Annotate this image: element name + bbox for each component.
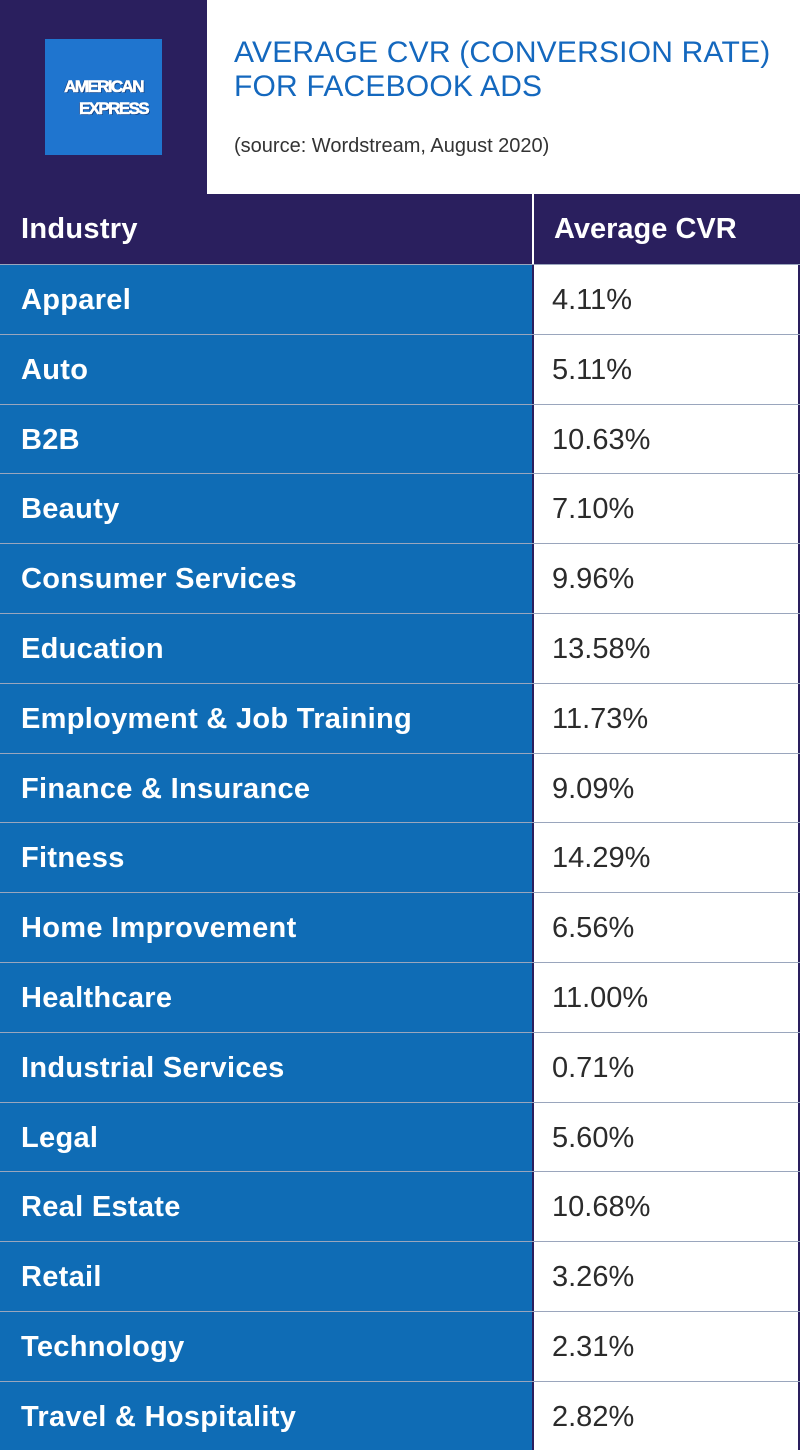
cvr-value: 11.73%	[552, 702, 649, 735]
cvr-cell: 2.82%	[532, 1381, 800, 1450]
industry-label: Retail	[21, 1261, 102, 1294]
cvr-value: 10.68%	[552, 1191, 651, 1224]
header: AMERICAN EXPRESS AVERAGE CVR (CONVERSION…	[0, 0, 800, 194]
logo-text-line1: AMERICAN	[64, 77, 145, 97]
cvr-cell: 11.73%	[532, 683, 800, 753]
table-row: Industrial Services 0.71%	[0, 1031, 800, 1102]
cvr-value: 10.63%	[552, 423, 651, 456]
table-row: Healthcare 11.00%	[0, 962, 800, 1032]
industry-cell: Fitness	[0, 823, 532, 893]
cvr-cell: 3.26%	[532, 1242, 800, 1312]
source-note: (source: Wordstream, August 2020)	[234, 135, 550, 157]
title-line-1: AVERAGE CVR (CONVERSION RATE)	[234, 36, 771, 69]
cvr-value: 14.29%	[552, 842, 651, 875]
table-row: Travel & Hospitality 2.82%	[0, 1380, 800, 1450]
table-row: Fitness 14.29%	[0, 822, 800, 893]
industry-cell: Employment & Job Training	[0, 683, 532, 753]
logo-panel: AMERICAN EXPRESS	[0, 0, 207, 194]
industry-label: Auto	[21, 353, 89, 386]
title-line-2: FOR FACEBOOK ADS	[234, 70, 543, 103]
industry-label: Education	[21, 633, 164, 665]
table-row: Auto 5.11%	[0, 333, 800, 404]
industry-cell: Travel & Hospitality	[0, 1381, 532, 1450]
industry-cell: Auto	[0, 334, 532, 404]
column-header-average-cvr: Average CVR	[554, 213, 737, 245]
industry-label: Beauty	[21, 493, 120, 526]
industry-label: B2B	[21, 423, 80, 456]
industry-cell: B2B	[0, 404, 532, 474]
table-row: Real Estate 10.68%	[0, 1171, 800, 1242]
cvr-value: 2.82%	[552, 1400, 635, 1433]
industry-cell: Beauty	[0, 474, 532, 544]
industry-label: Fitness	[21, 842, 125, 875]
table-row: Finance & Insurance 9.09%	[0, 752, 800, 823]
cvr-cell: 6.56%	[532, 893, 800, 963]
table-row: Technology 2.31%	[0, 1311, 800, 1381]
cvr-value: 7.10%	[552, 493, 635, 526]
industry-cell: Legal	[0, 1102, 532, 1172]
page-title: AVERAGE CVR (CONVERSION RATE) FOR FACEBO…	[234, 36, 794, 104]
cvr-value: 4.11%	[552, 284, 633, 316]
table-row: Consumer Services 9.96%	[0, 543, 800, 614]
industry-cell: Technology	[0, 1312, 532, 1381]
cvr-cell: 0.71%	[532, 1032, 800, 1102]
cvr-value: 2.31%	[552, 1331, 635, 1363]
industry-label: Employment & Job Training	[21, 702, 412, 735]
table-row: Legal 5.60%	[0, 1101, 800, 1172]
industry-label: Industrial Services	[21, 1051, 285, 1084]
table-row: B2B 10.63%	[0, 403, 800, 474]
cvr-value: 13.58%	[552, 633, 651, 665]
cvr-cell: 7.10%	[532, 474, 800, 544]
industry-cell: Real Estate	[0, 1172, 532, 1242]
industry-label: Travel & Hospitality	[21, 1400, 297, 1433]
industry-cell: Apparel	[0, 265, 532, 334]
cvr-cell: 13.58%	[532, 614, 800, 683]
cvr-value: 5.11%	[552, 353, 633, 386]
table-row: Retail 3.26%	[0, 1241, 800, 1312]
cvr-value: 0.71%	[552, 1051, 635, 1084]
cvr-cell: 10.68%	[532, 1172, 800, 1242]
cvr-cell: 9.96%	[532, 544, 800, 614]
table-row: Apparel 4.11%	[0, 264, 800, 334]
industry-label: Technology	[21, 1331, 185, 1363]
logo-text-line2: EXPRESS	[78, 99, 150, 119]
industry-label: Finance & Insurance	[21, 772, 311, 805]
cvr-cell: 2.31%	[532, 1312, 800, 1381]
industry-cell: Healthcare	[0, 963, 532, 1032]
industry-cell: Retail	[0, 1242, 532, 1312]
industry-cell: Consumer Services	[0, 544, 532, 614]
header-cell-industry: Industry	[0, 194, 532, 264]
column-header-industry: Industry	[21, 213, 138, 245]
cvr-value: 9.09%	[552, 772, 635, 805]
cvr-cell: 11.00%	[532, 963, 800, 1032]
cvr-value: 5.60%	[552, 1121, 635, 1154]
industry-cell: Home Improvement	[0, 893, 532, 963]
header-cell-cvr: Average CVR	[532, 194, 800, 264]
industry-cell: Education	[0, 614, 532, 683]
table-row: Beauty 7.10%	[0, 473, 800, 544]
industry-label: Real Estate	[21, 1191, 181, 1224]
industry-label: Healthcare	[21, 982, 173, 1014]
cvr-value: 11.00%	[552, 982, 649, 1014]
table-row: Education 13.58%	[0, 613, 800, 683]
table-row: Employment & Job Training 11.73%	[0, 682, 800, 753]
cvr-cell: 4.11%	[532, 265, 800, 334]
cvr-cell: 5.11%	[532, 334, 800, 404]
industry-label: Apparel	[21, 284, 132, 316]
industry-cell: Finance & Insurance	[0, 753, 532, 823]
cvr-cell: 10.63%	[532, 404, 800, 474]
table-header-row: Industry Average CVR	[0, 194, 800, 264]
cvr-cell: 14.29%	[532, 823, 800, 893]
american-express-logo: AMERICAN EXPRESS	[45, 39, 162, 155]
cvr-cell: 9.09%	[532, 753, 800, 823]
table-row: Home Improvement 6.56%	[0, 892, 800, 963]
industry-label: Consumer Services	[21, 563, 297, 596]
industry-label: Home Improvement	[21, 912, 297, 945]
cvr-value: 9.96%	[552, 563, 635, 596]
cvr-value: 6.56%	[552, 912, 635, 945]
industry-cell: Industrial Services	[0, 1032, 532, 1102]
industry-label: Legal	[21, 1121, 99, 1154]
cvr-cell: 5.60%	[532, 1102, 800, 1172]
cvr-value: 3.26%	[552, 1261, 635, 1294]
